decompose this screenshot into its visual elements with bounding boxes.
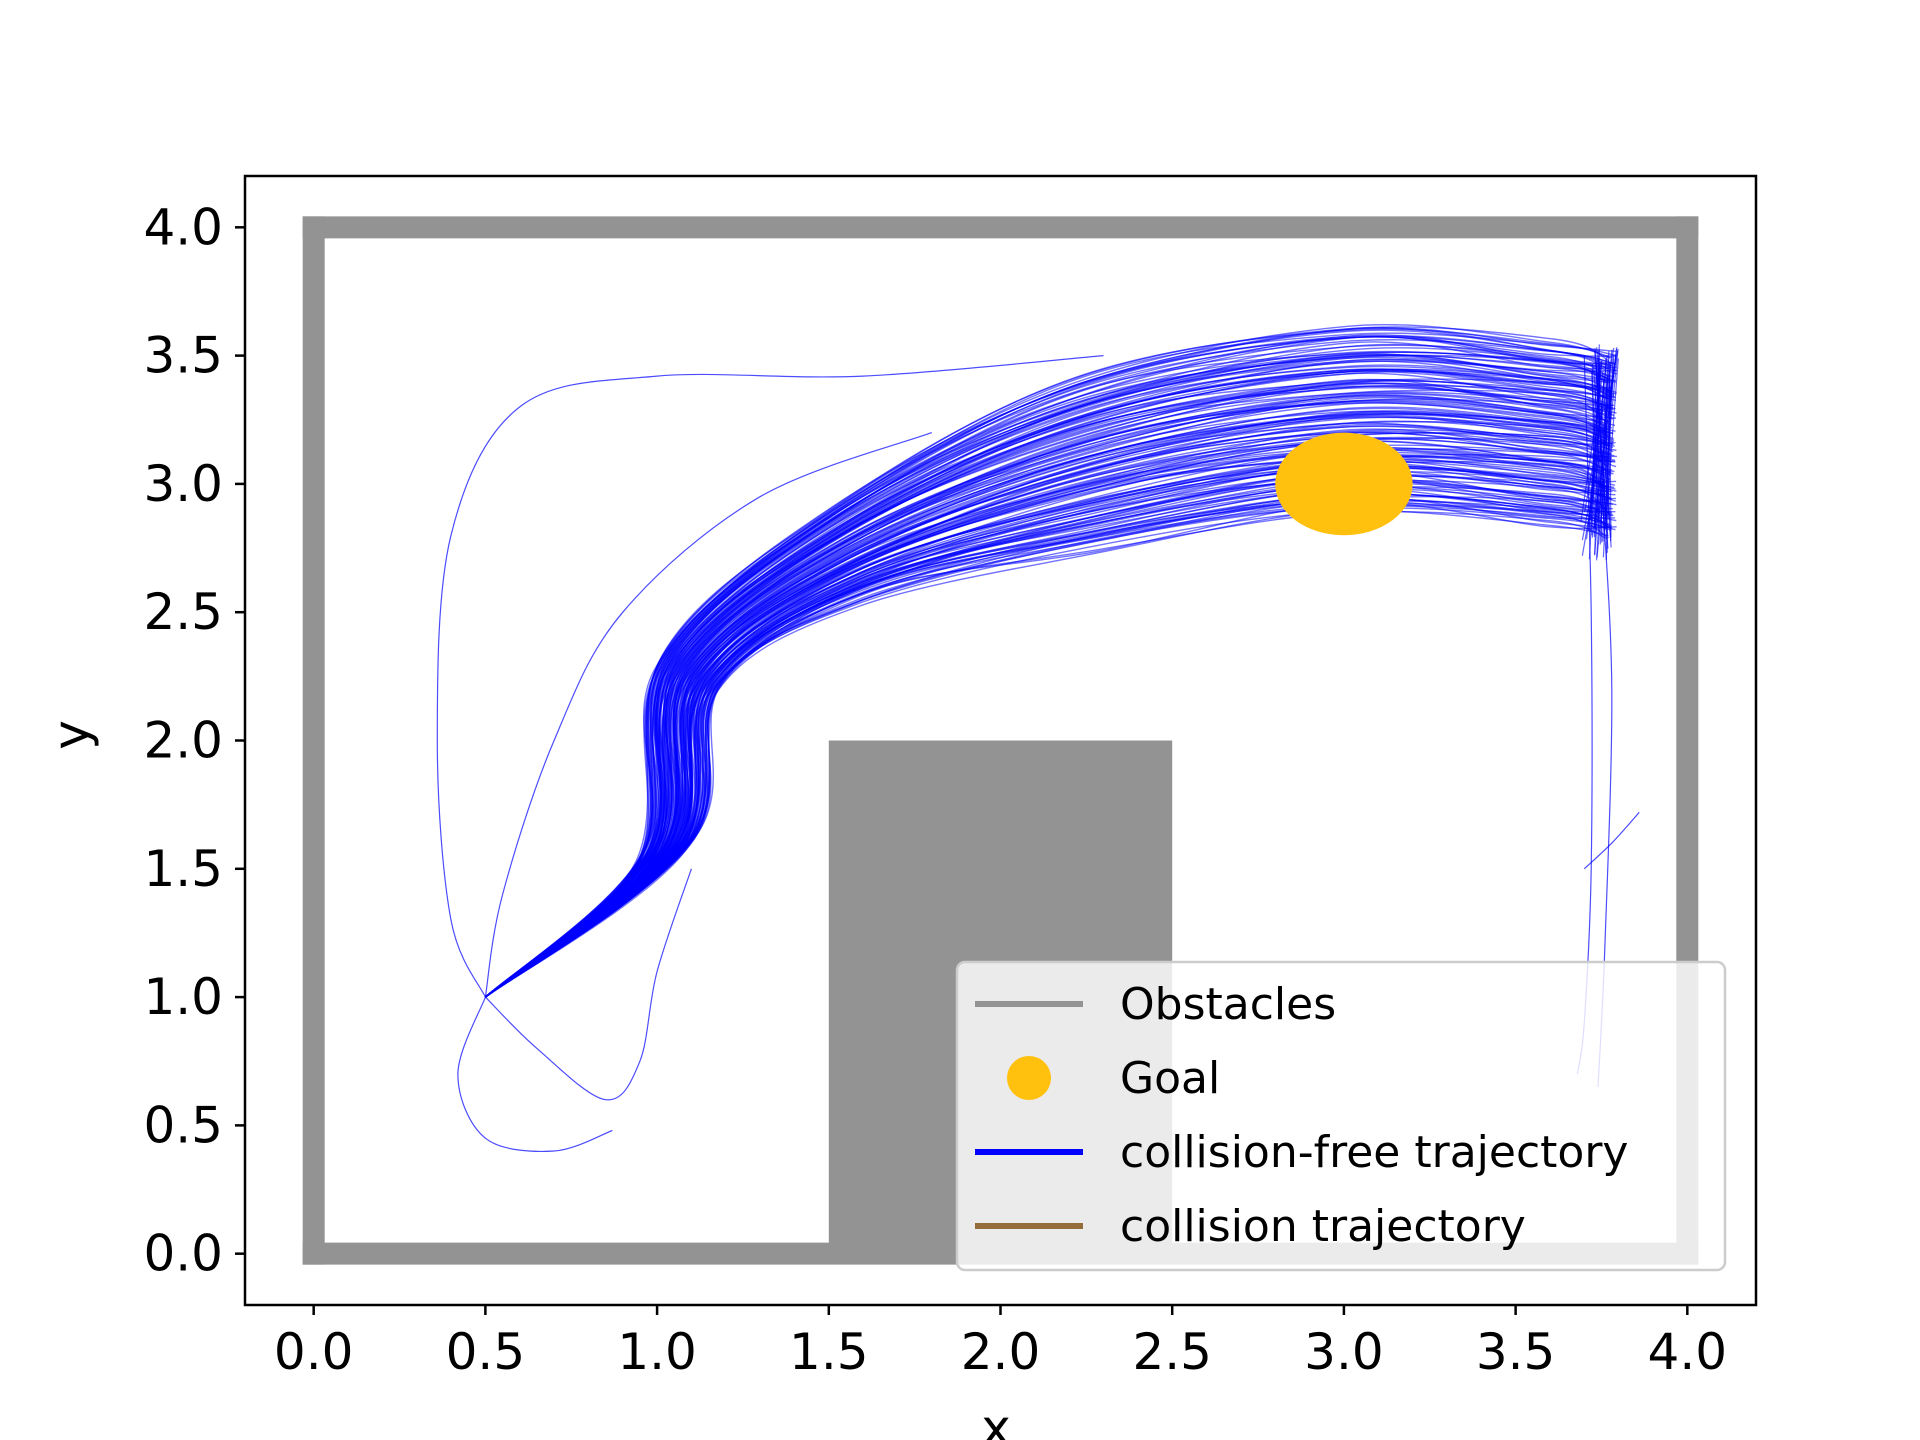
x-axis-label: x: [981, 1399, 1011, 1440]
collision-free-trajectory: [484, 369, 1617, 998]
y-tick-label: 1.5: [143, 840, 223, 898]
stray-trajectory-6: [1583, 811, 1640, 870]
legend-label: collision trajectory: [1120, 1201, 1526, 1252]
stray-trajectory-3: [484, 432, 933, 998]
plot-area: [243, 174, 1758, 1307]
right-wall-trajectory: [1581, 358, 1617, 541]
collision-free-trajectory: [484, 413, 1610, 998]
right-wall-trajectory: [1596, 348, 1619, 558]
right-wall-trajectory: [1594, 348, 1609, 536]
y-tick-label: 4.0: [143, 198, 223, 256]
x-tick-label: 4.0: [1648, 1323, 1728, 1381]
stray-trajectory-0: [436, 355, 1104, 998]
y-tick-label: 1.0: [143, 968, 223, 1026]
x-tick-label: 1.5: [789, 1323, 869, 1381]
right-wall-trajectory: [1590, 360, 1598, 532]
stray-trajectory-1: [457, 996, 613, 1152]
y-tick-label: 2.5: [143, 583, 223, 641]
collision-free-trajectory: [484, 507, 1616, 998]
y-axis-label: y: [42, 720, 100, 750]
y-tick-label: 3.5: [143, 327, 223, 385]
trajectory-bundle: [436, 324, 1640, 1152]
stray-trajectory-2: [484, 868, 692, 1101]
legend-box: [955, 960, 1727, 1272]
legend-label: Obstacles: [1120, 979, 1336, 1030]
collision-free-trajectory: [484, 360, 1609, 998]
tick-layer: 0.0 0.5 1.0 1.5 2.0 2.5 3.0 3.5 4.0 0.0 0.5 1.0 1.5 2…: [143, 198, 1727, 1381]
x-tick-label: 0.0: [274, 1323, 354, 1381]
legend-goal-swatch: [1007, 1056, 1051, 1100]
legend: Obstacles Goal collision-free trajectory co…: [955, 960, 1727, 1272]
right-wall-trajectory: [1597, 344, 1600, 515]
right-wall-trajectory: [1584, 347, 1615, 513]
collision-free-trajectory: [484, 355, 1610, 998]
x-tick-label: 1.0: [617, 1323, 697, 1381]
right-wall-trajectory: [1604, 358, 1614, 526]
y-tick-label: 2.0: [143, 712, 223, 770]
y-tick-label: 0.0: [143, 1225, 223, 1283]
x-tick-label: 3.0: [1304, 1323, 1384, 1381]
y-tick-label: 3.0: [143, 455, 223, 513]
goal-marker: [1275, 432, 1413, 536]
x-tick-label: 0.5: [446, 1323, 526, 1381]
x-tick-label: 2.0: [961, 1323, 1041, 1381]
x-tick-label: 3.5: [1476, 1323, 1556, 1381]
legend-label: Goal: [1120, 1053, 1220, 1104]
x-tick-label: 2.5: [1132, 1323, 1212, 1381]
plot-content: [302, 216, 1699, 1265]
y-tick-label: 0.5: [143, 1096, 223, 1154]
legend-label: collision-free trajectory: [1120, 1127, 1628, 1178]
